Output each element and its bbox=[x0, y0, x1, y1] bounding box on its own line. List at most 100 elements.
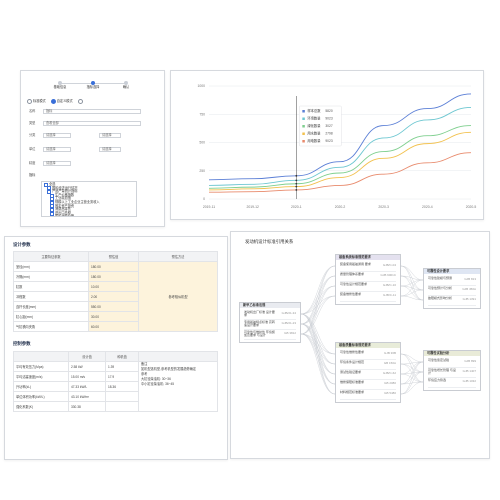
subcategory-select[interactable]: 请选择 bbox=[99, 133, 121, 138]
standard-item[interactable]: 可靠性建模与预测 GJB 813 bbox=[428, 276, 476, 286]
standard-item[interactable]: 装备维修性要求 GJB/C-11 bbox=[340, 292, 396, 302]
standard-item[interactable]: 可靠性设计规范要求 GJB/C-10 bbox=[340, 282, 396, 292]
param-value-input[interactable]: 550.00 bbox=[88, 301, 139, 312]
param-value-input[interactable]: 2.00 bbox=[88, 291, 139, 302]
series-line[interactable] bbox=[208, 93, 472, 181]
tree-node-label: 居民消费价格 bbox=[55, 214, 75, 217]
checkbox-icon[interactable] bbox=[50, 193, 54, 198]
legend-swatch bbox=[302, 110, 305, 113]
note-line: 如机型选机型,参考机型的发展趋势确定 bbox=[141, 367, 197, 371]
standard-group-box: 装备质量标准规范要求 可靠性维修性要求 GJB 36B 环境条件设计规范 GB 150A… bbox=[335, 342, 401, 403]
control-machine-value[interactable]: 18.36 bbox=[105, 381, 139, 392]
standard-item[interactable]: 可靠性预计与分析 GJB 450A bbox=[428, 286, 476, 296]
group-header: 装备系统标准规范要求 bbox=[336, 255, 400, 260]
standard-item[interactable]: 环境条件设计规范 GB 150A bbox=[340, 360, 396, 370]
relation-link bbox=[400, 361, 424, 365]
x-tick-label: 2020-4 bbox=[422, 205, 433, 209]
checkbox-icon[interactable] bbox=[50, 197, 54, 202]
param-value-input[interactable]: 30.00 bbox=[88, 311, 139, 322]
standard-item[interactable]: 故障模式影响分析 GJB 1391 bbox=[428, 296, 476, 306]
tree-node[interactable]: 进出口总额 bbox=[44, 210, 134, 216]
control-machine-value[interactable]: 17.9 bbox=[105, 371, 139, 382]
checkbox-icon[interactable] bbox=[47, 189, 51, 194]
relation-link bbox=[400, 371, 424, 395]
standard-item[interactable]: 可靠性维修性要求 GJB 36B bbox=[340, 350, 396, 360]
tree-node[interactable]: 消费品零售 bbox=[44, 207, 134, 212]
standard-item[interactable]: 质量管理体系要求 GJB 9001C bbox=[340, 272, 396, 282]
tooltip-point bbox=[295, 182, 298, 185]
standard-item[interactable]: 装备使用船舶通用 要求 GJB/C-04 bbox=[340, 262, 396, 272]
legend-swatch bbox=[302, 132, 305, 135]
control-params-table: 设计值 种机值 平均有效压力(Mpa) 2.58 kW 1.39 备注 如机型选机型,参… bbox=[13, 351, 218, 412]
note-line: 大缸径柴油机: 30~36 bbox=[141, 377, 171, 381]
control-name: 单位体积功率(kW/L) bbox=[13, 391, 69, 402]
tree-node-label: 进出口总额 bbox=[55, 210, 71, 215]
x-tick-label: 2019-11 bbox=[203, 205, 215, 209]
tree-node[interactable]: 居民消费价格 bbox=[44, 214, 134, 217]
tree-node[interactable]: 工业增加值 bbox=[44, 197, 134, 202]
standard-name: 装备维修性要求 bbox=[340, 292, 362, 296]
param-value-input[interactable]: 180.00 bbox=[88, 261, 139, 272]
param-value-input[interactable]: 10.00 bbox=[88, 281, 139, 292]
checkbox-icon[interactable] bbox=[44, 182, 48, 187]
control-design-value: 330.38 bbox=[68, 401, 106, 412]
checkbox-icon[interactable] bbox=[50, 211, 54, 216]
step-1[interactable]: 基础信息 bbox=[45, 81, 75, 90]
precision-select[interactable]: 请选择 bbox=[43, 161, 71, 166]
checkbox-icon[interactable] bbox=[50, 215, 54, 216]
control-machine-value[interactable] bbox=[105, 401, 139, 412]
standard-item[interactable]: 材料规范标准要求 GB 5480 bbox=[340, 390, 396, 400]
standard-item[interactable]: 发动机出厂标准 设计要求 GJB/21-34 bbox=[244, 310, 296, 320]
standard-item[interactable]: 专用船舶特点标准 高转速设计要求 GJB/21-23 bbox=[244, 320, 296, 330]
checkbox-icon[interactable] bbox=[50, 204, 54, 209]
standard-item[interactable]: 可靠性鉴定试验 GJB 899 bbox=[428, 358, 476, 368]
series-line[interactable] bbox=[208, 125, 472, 189]
step-2[interactable]: 指标选择 bbox=[78, 81, 108, 90]
radio-custom[interactable]: 自定义模式 bbox=[50, 99, 73, 104]
x-tick-label: 2020-2 bbox=[335, 205, 346, 209]
type-select[interactable]: 查看全部 bbox=[43, 121, 141, 126]
tooltip-point bbox=[295, 174, 298, 177]
standard-item[interactable]: 环境应力筛选 GJB 1032 bbox=[428, 378, 476, 388]
type-label: 类型 bbox=[29, 120, 36, 125]
param-value-input[interactable]: 60.00 bbox=[88, 321, 139, 332]
relation-link bbox=[400, 279, 424, 287]
tree-node[interactable]: 固定资产投资 bbox=[44, 204, 134, 209]
checkbox-icon[interactable] bbox=[50, 207, 54, 212]
tree-node[interactable]: 产品产量统计指标 bbox=[44, 189, 134, 194]
name-label: 名称 bbox=[29, 108, 36, 113]
tree-node[interactable]: 生产价格指数 bbox=[44, 193, 134, 198]
param-value-input[interactable]: 180.00 bbox=[88, 271, 139, 282]
name-input[interactable]: 指标 bbox=[43, 109, 141, 114]
frequency-select[interactable]: 请选择 bbox=[99, 147, 121, 152]
y-tick-label: 1000 bbox=[197, 84, 205, 88]
category-select[interactable]: 请选择 bbox=[43, 133, 71, 138]
control-machine-value[interactable] bbox=[105, 391, 139, 402]
standard-name: 可靠性增长管理 与设计 bbox=[428, 368, 456, 376]
series-line[interactable] bbox=[208, 152, 472, 193]
standard-code: GB 2080 bbox=[384, 381, 396, 385]
tree-node[interactable]: 规模以上工业企业主营业务收入 bbox=[44, 200, 134, 205]
x-tick-label: 2020-1 bbox=[291, 205, 302, 209]
indicator-tree[interactable]: 全选 国民经济运行情况 产品产量统计指标 生产价格指数 工业增加值 规模以上工业企业主营业… bbox=[41, 181, 137, 217]
checkbox-icon[interactable] bbox=[50, 200, 54, 205]
standard-item[interactable]: 测试性验证要求 GJB/C-62 bbox=[340, 370, 396, 380]
step-3[interactable]: 确认 bbox=[111, 81, 141, 90]
standard-item[interactable]: 维修保障标准要求 GB 2080 bbox=[340, 380, 396, 390]
control-design-value: 43.10 kW/m³ bbox=[68, 391, 106, 402]
control-machine-value[interactable]: 1.39 bbox=[105, 361, 139, 372]
series-line[interactable] bbox=[208, 131, 472, 191]
legend-series-name: 样本总数 bbox=[307, 108, 321, 113]
standard-item[interactable]: 可靠性增长管理 与设计 GJB 1407 bbox=[428, 368, 476, 378]
radio-standard[interactable]: 标准模式 bbox=[27, 99, 46, 104]
standard-code: GJB 1407 bbox=[462, 369, 476, 373]
tooltip-point bbox=[295, 185, 298, 188]
standard-item[interactable]: 可靠性与维护性 环境施加及要求 与设计 GB 3812 bbox=[244, 330, 296, 340]
col-header-param: 主要特征参数 bbox=[13, 251, 89, 262]
tree-node[interactable]: 国民经济运行情况 bbox=[44, 186, 134, 191]
radio-other[interactable] bbox=[77, 99, 84, 104]
unit-select[interactable]: 请选择 bbox=[43, 147, 71, 152]
checkbox-icon[interactable] bbox=[47, 186, 51, 191]
series-line[interactable] bbox=[208, 107, 472, 186]
tree-node[interactable]: 全选 bbox=[44, 182, 134, 187]
